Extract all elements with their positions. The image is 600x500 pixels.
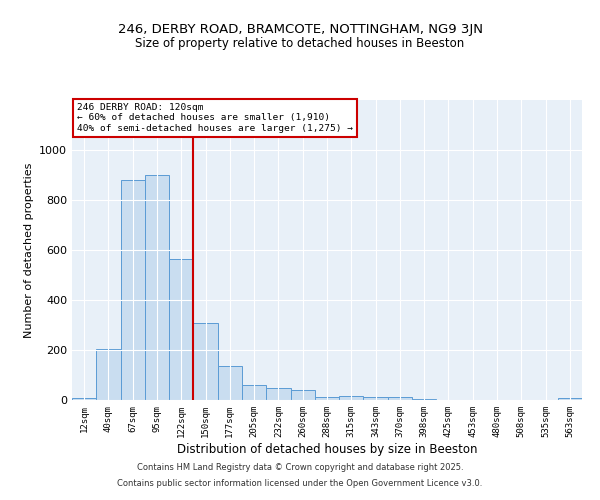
Bar (96, 349, 121, 400)
Text: Contains public sector information licensed under the Open Government Licence v3: Contains public sector information licen… (118, 478, 482, 488)
Bar (169, 259, 193, 400)
Bar (290, 390, 315, 400)
Bar (339, 396, 364, 400)
Bar (412, 399, 436, 400)
Bar (558, 398, 582, 400)
Bar (315, 397, 339, 400)
Bar (218, 366, 242, 400)
Bar (266, 388, 290, 400)
Bar (145, 175, 169, 400)
Text: Contains HM Land Registry data © Crown copyright and database right 2025.: Contains HM Land Registry data © Crown c… (137, 464, 463, 472)
Text: Size of property relative to detached houses in Beeston: Size of property relative to detached ho… (136, 38, 464, 51)
Bar (72, 398, 96, 400)
Text: 246, DERBY ROAD, BRAMCOTE, NOTTINGHAM, NG9 3JN: 246, DERBY ROAD, BRAMCOTE, NOTTINGHAM, N… (118, 22, 482, 36)
Bar (121, 180, 145, 400)
Bar (193, 322, 218, 400)
Bar (364, 396, 388, 400)
Bar (388, 396, 412, 400)
Text: 246 DERBY ROAD: 120sqm
← 60% of detached houses are smaller (1,910)
40% of semi-: 246 DERBY ROAD: 120sqm ← 60% of detached… (77, 103, 353, 133)
Y-axis label: Number of detached properties: Number of detached properties (23, 162, 34, 338)
Bar (242, 384, 266, 400)
X-axis label: Distribution of detached houses by size in Beeston: Distribution of detached houses by size … (177, 442, 477, 456)
